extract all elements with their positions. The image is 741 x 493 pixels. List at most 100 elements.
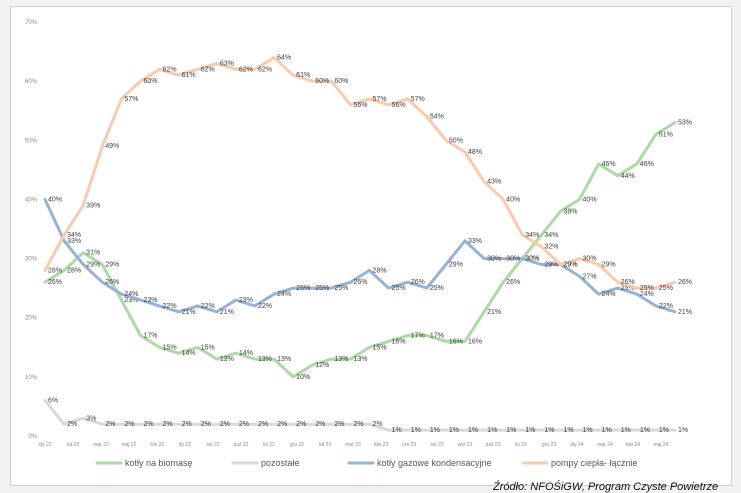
data-label: 25% xyxy=(392,285,406,292)
x-tick-label: cze 23 xyxy=(402,442,417,448)
data-label: 15% xyxy=(163,344,177,351)
data-label: 12% xyxy=(315,362,329,369)
data-label: 16% xyxy=(392,338,406,345)
data-label: 1% xyxy=(621,427,631,434)
data-label: 1% xyxy=(602,427,612,434)
data-label: 14% xyxy=(239,350,253,357)
line-chart: 0% 10% 20% 30% 40% 50% 60% 70% sty 22 lut 22 mar 2… xyxy=(25,20,692,468)
x-tick-label: lut 23 xyxy=(319,442,331,448)
data-label: 26% xyxy=(621,279,635,286)
series-line xyxy=(43,121,677,379)
data-label: 2% xyxy=(334,421,344,428)
data-label: 29% xyxy=(563,261,577,268)
data-label: 13% xyxy=(258,356,272,363)
data-label: 24% xyxy=(124,291,138,298)
data-label: 2% xyxy=(258,421,268,428)
data-label: 22% xyxy=(201,303,215,310)
x-tick-label: sie 22 xyxy=(206,442,220,448)
data-label: 2% xyxy=(143,421,153,428)
data-label: 53% xyxy=(678,120,692,127)
series-line xyxy=(43,56,677,290)
data-label: 25% xyxy=(659,285,673,292)
data-label: 62% xyxy=(163,66,177,73)
data-label: 2% xyxy=(124,421,134,428)
data-label: 28% xyxy=(48,267,62,274)
data-label: 13% xyxy=(277,356,291,363)
data-label: 26% xyxy=(353,279,367,286)
data-label: 29% xyxy=(602,261,616,268)
source-note: Źródło: NFOŚiGW, Program Czyste Powietrz… xyxy=(493,481,719,493)
data-label: 6% xyxy=(48,398,58,405)
data-label: 25% xyxy=(430,285,444,292)
data-label: 1% xyxy=(544,427,554,434)
data-label: 2% xyxy=(277,421,287,428)
x-tick-label: gru 22 xyxy=(290,442,304,448)
data-label: 29% xyxy=(86,261,100,268)
x-tick-label: gru 23 xyxy=(542,442,556,448)
data-label: 29% xyxy=(449,261,463,268)
data-label: 26% xyxy=(506,279,520,286)
data-label: 46% xyxy=(602,161,616,168)
data-label: 2% xyxy=(105,421,115,428)
legend-label: kotły gazowe kondensacyjne xyxy=(377,458,492,468)
data-label: 26% xyxy=(411,279,425,286)
data-label: 17% xyxy=(430,332,444,339)
data-label: 1% xyxy=(583,427,593,434)
data-label: 3% xyxy=(86,415,96,422)
chart-card: 0% 10% 20% 30% 40% 50% 60% 70% sty 22 lut 22 mar 2… xyxy=(10,6,732,493)
data-label: 30% xyxy=(506,256,520,263)
y-tick-label: 70% xyxy=(25,20,38,26)
data-label: 1% xyxy=(487,427,497,434)
data-label: 40% xyxy=(48,196,62,203)
data-label: 38% xyxy=(563,208,577,215)
data-label: 1% xyxy=(411,427,421,434)
y-tick-label: 20% xyxy=(25,316,38,322)
x-tick-label: lut 22 xyxy=(67,442,79,448)
data-label: 63% xyxy=(220,60,234,67)
data-label: 13% xyxy=(220,356,234,363)
x-tick-label: kwi 24 xyxy=(626,442,640,448)
data-label: 1% xyxy=(563,427,573,434)
x-tick-label: lis 23 xyxy=(515,442,527,448)
y-tick-label: 50% xyxy=(25,138,38,144)
data-label: 34% xyxy=(525,232,539,239)
data-label: 26% xyxy=(105,279,119,286)
data-label: 54% xyxy=(430,114,444,121)
data-label: 25% xyxy=(640,285,654,292)
x-tick-label: kwi 23 xyxy=(374,442,388,448)
data-label: 2% xyxy=(182,421,192,428)
data-label: 57% xyxy=(411,96,425,103)
data-label: 21% xyxy=(678,309,692,316)
data-label: 29% xyxy=(105,261,119,268)
data-label: 2% xyxy=(296,421,306,428)
data-label: 2% xyxy=(201,421,211,428)
legend-label: pompy ciepła- łącznie xyxy=(551,458,638,468)
data-label: 62% xyxy=(239,66,253,73)
data-label: 1% xyxy=(392,427,402,434)
data-label: 21% xyxy=(487,309,501,316)
data-label: 30% xyxy=(525,256,539,263)
data-label: 27% xyxy=(583,273,597,280)
data-label: 26% xyxy=(48,279,62,286)
data-label: 13% xyxy=(334,356,348,363)
data-label: 32% xyxy=(544,244,558,251)
data-label: 50% xyxy=(449,137,463,144)
data-label: 49% xyxy=(105,143,119,150)
x-tick-label: paź 22 xyxy=(233,442,248,448)
x-tick-label: maj 22 xyxy=(121,442,136,448)
x-tick-label: sty 22 xyxy=(38,442,52,448)
data-label: 15% xyxy=(201,344,215,351)
data-label: 23% xyxy=(239,297,253,304)
data-label: 2% xyxy=(163,421,173,428)
data-label: 1% xyxy=(506,427,516,434)
data-label: 33% xyxy=(67,238,81,245)
legend-label: pozostałe xyxy=(261,458,300,468)
data-label: 2% xyxy=(239,421,249,428)
x-tick-label: mar 22 xyxy=(93,442,109,448)
data-label: 30% xyxy=(487,256,501,263)
data-label: 1% xyxy=(659,427,669,434)
data-label: 28% xyxy=(373,267,387,274)
data-label: 21% xyxy=(220,309,234,316)
data-label: 23% xyxy=(143,297,157,304)
x-tick-label: sty 24 xyxy=(570,442,584,448)
